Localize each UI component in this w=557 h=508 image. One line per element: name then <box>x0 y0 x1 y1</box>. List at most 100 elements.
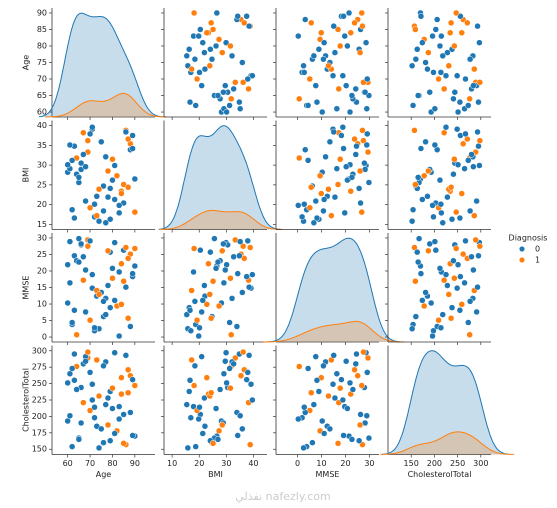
scatter-point <box>195 332 202 340</box>
x-axis-label: BMI <box>208 470 223 479</box>
x-tick-label: 20 <box>194 459 204 468</box>
kde-area <box>263 321 404 342</box>
scatter-point <box>344 405 351 412</box>
scatter-point <box>426 88 434 96</box>
scatter-point <box>77 240 85 248</box>
scatter-point <box>362 39 370 46</box>
scatter-point <box>427 299 435 307</box>
scatter-point <box>461 165 468 172</box>
panel: 150 200 250 300 <box>380 345 514 468</box>
scatter-point <box>451 88 459 96</box>
scatter-point <box>95 185 103 193</box>
scatter-point <box>219 247 226 255</box>
scatter-point <box>186 377 194 384</box>
scatter-point <box>195 32 202 40</box>
scatter-point <box>106 437 114 444</box>
scatter-point <box>457 273 464 280</box>
scatter-point <box>234 270 241 277</box>
scatter-point <box>115 202 123 209</box>
scatter-point <box>361 88 369 96</box>
scatter-point <box>220 240 227 248</box>
scatter-point <box>301 16 309 23</box>
y-tick-label: 200 <box>32 412 47 421</box>
scatter-point <box>429 202 436 209</box>
scatter-point <box>364 148 372 156</box>
scatter-point <box>188 356 195 364</box>
scatter-point <box>307 19 315 27</box>
scatter-point <box>408 62 416 70</box>
scatter-point <box>82 308 89 316</box>
scatter-point <box>93 356 101 364</box>
scatter-point <box>245 283 253 291</box>
scatter-point <box>111 349 118 356</box>
scatter-point <box>351 19 358 27</box>
scatter-point <box>451 275 458 282</box>
panel: 0 10 20 30 <box>273 345 379 468</box>
y-axis-label: Age <box>22 55 31 71</box>
scatter-point <box>476 162 483 169</box>
scatter-point <box>223 261 230 268</box>
y-tick-label: 15 <box>37 283 47 292</box>
scatter-point <box>82 266 89 274</box>
scatter-point <box>193 316 201 324</box>
x-tick-label: 250 <box>450 459 465 468</box>
scatter-point <box>309 439 316 446</box>
scatter-point <box>71 350 78 358</box>
scatter-point <box>104 282 112 289</box>
scatter-point <box>325 392 332 400</box>
scatter-point <box>183 52 191 60</box>
panel <box>158 120 283 233</box>
kde-area <box>380 431 514 455</box>
scatter-point <box>239 289 246 296</box>
panel <box>273 8 379 120</box>
scatter-point <box>98 425 105 433</box>
legend-label: 0 <box>535 245 540 254</box>
scatter-point <box>326 138 334 146</box>
scatter-point <box>84 137 92 144</box>
scatter-point <box>91 403 98 411</box>
scatter-point <box>472 236 479 244</box>
scatter-point <box>412 313 420 320</box>
scatter-point <box>129 145 136 152</box>
panel: 60 70 80 90 150 175 200 225 250 275 300 <box>32 345 155 468</box>
kde-line <box>380 431 514 455</box>
scatter-point <box>344 42 351 50</box>
scatter-point <box>336 42 344 50</box>
y-tick-label: 80 <box>37 41 47 50</box>
scatter-point <box>131 208 139 216</box>
scatter-point <box>236 412 244 420</box>
scatter-point <box>333 370 341 377</box>
scatter-point <box>191 362 199 370</box>
scatter-point <box>359 127 366 134</box>
scatter-point <box>417 13 425 20</box>
scatter-point <box>66 412 74 420</box>
scatter-point <box>408 217 416 225</box>
scatter-point <box>417 145 425 152</box>
scatter-point <box>422 138 429 146</box>
scatter-point <box>86 407 94 414</box>
scatter-point <box>249 396 256 404</box>
scatter-point <box>468 253 475 261</box>
y-axis-label: CholesterolTotal <box>22 368 31 432</box>
scatter-point <box>412 55 420 63</box>
scatter-point <box>348 436 356 443</box>
scatter-point <box>206 291 214 298</box>
scatter-point <box>340 432 347 439</box>
scatter-point <box>109 155 116 163</box>
scatter-point <box>408 325 416 333</box>
scatter-point <box>234 432 241 439</box>
scatter-point <box>222 358 229 365</box>
scatter-point <box>227 42 234 50</box>
scatter-point <box>450 95 457 103</box>
scatter-point <box>104 193 112 201</box>
scatter-point <box>301 409 309 416</box>
scatter-point <box>476 242 484 250</box>
scatter-point <box>436 42 444 50</box>
scatter-point <box>468 151 475 158</box>
scatter-point <box>452 9 460 17</box>
scatter-point <box>66 279 74 287</box>
legend-marker <box>518 256 526 264</box>
scatter-point <box>212 405 220 412</box>
scatter-point <box>122 244 130 251</box>
scatter-point <box>106 304 114 311</box>
